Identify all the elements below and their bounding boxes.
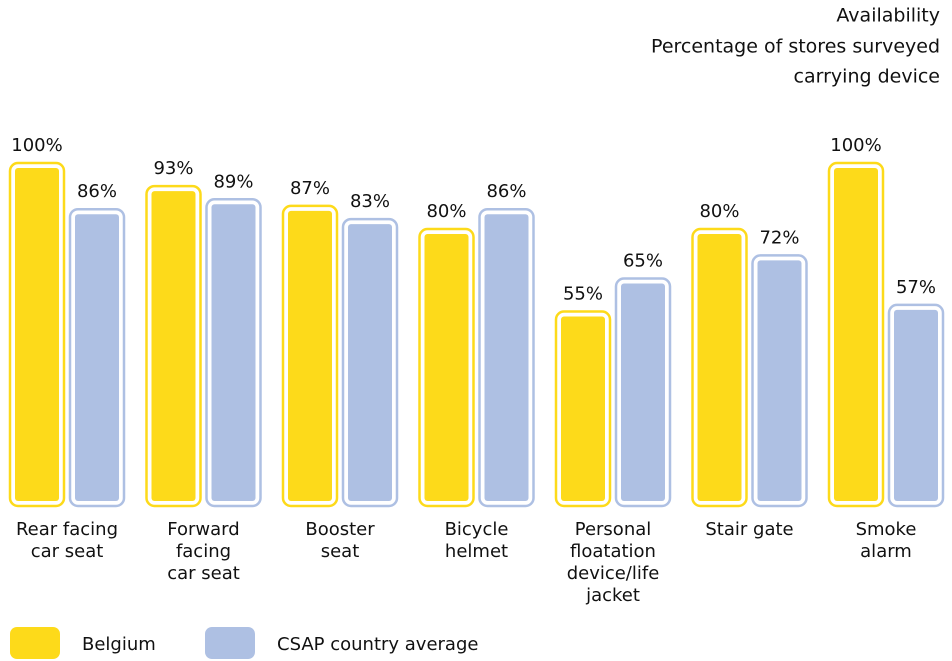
bar-outline [887,303,945,508]
chart-title: Availability [836,5,940,27]
chart-subtitle: Percentage of stores surveyed [651,36,940,58]
bar-outline [554,310,612,508]
bar [288,210,332,501]
bar-outline [8,161,66,508]
x-tick-label: Rear facing car seat [16,519,118,562]
bar-outline [341,217,399,508]
bar [834,168,878,501]
x-tick-label: Personal floatation device/life jacket [567,519,660,606]
bar [15,168,59,501]
bar-outline [68,207,126,508]
bar [424,234,469,501]
value-label: 65% [623,251,663,272]
value-label: 86% [486,181,526,202]
value-label: 55% [563,284,603,305]
bar [484,214,529,501]
x-tick-label: Booster seat [305,519,375,562]
value-label: 87% [290,178,330,199]
bar [621,283,665,501]
chart-subtitle: carrying device [794,66,940,88]
bar-outline [478,207,535,508]
bar-outline [614,277,672,508]
value-label: 57% [896,277,936,298]
value-label: 80% [426,201,466,222]
bar [348,224,392,501]
value-label: 80% [699,201,739,222]
bar-outline [145,184,202,508]
x-tick-label: Forward facing car seat [167,519,240,584]
legend-swatch [205,627,255,659]
value-label: 83% [350,191,390,212]
bar [894,309,938,501]
bar [757,260,802,501]
bar-outline [281,204,339,508]
bar [561,316,605,501]
bar-outline [418,227,475,508]
value-label: 93% [153,158,193,179]
value-label: 72% [759,227,799,248]
bar-outline [691,227,748,508]
bar-outline [205,198,262,508]
bar [75,214,119,501]
bar-outline [827,161,885,508]
value-label: 100% [11,135,62,156]
bar [697,234,742,501]
x-tick-label: Stair gate [705,519,793,540]
bar-outline [751,254,808,508]
bar [151,191,196,501]
x-tick-label: Bicycle helmet [445,519,509,562]
legend-label: Belgium [82,634,156,655]
x-tick-label: Smoke alarm [856,519,917,562]
value-label: 89% [213,171,253,192]
value-label: 100% [830,135,881,156]
bar [211,204,256,502]
legend-label: CSAP country average [277,634,478,655]
value-label: 86% [77,181,117,202]
legend-swatch [10,627,60,659]
